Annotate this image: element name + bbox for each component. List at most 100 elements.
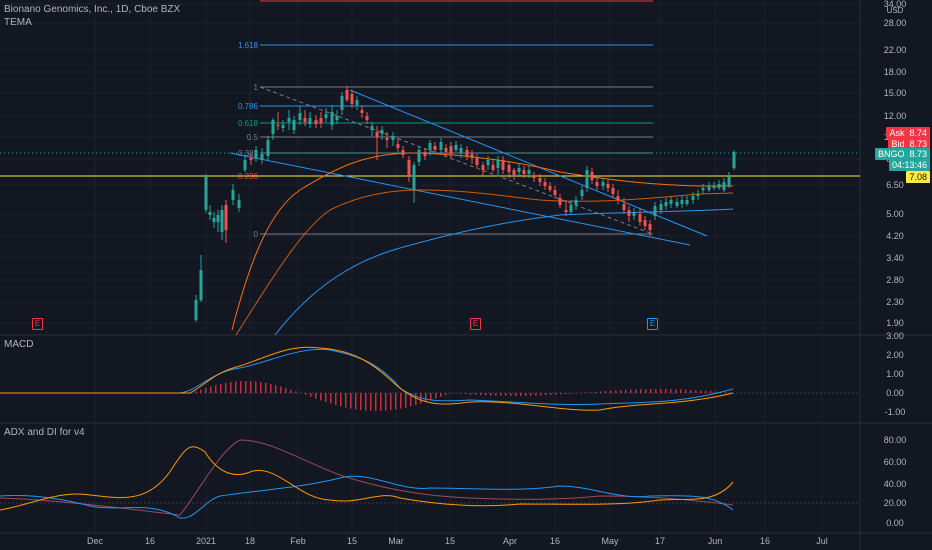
candle <box>517 164 521 176</box>
candle-body <box>350 94 354 104</box>
macd-histogram-bar <box>550 393 552 395</box>
ema-orange-line <box>231 152 733 331</box>
candle-body <box>355 100 359 105</box>
adx-tick-label: 0.00 <box>886 518 904 528</box>
candle <box>266 136 270 160</box>
price-tick-label: 4.20 <box>886 231 904 241</box>
candle <box>501 156 505 174</box>
macd-histogram-bar <box>445 393 447 395</box>
symbol-title[interactable]: Bionano Genomics, Inc., 1D, Cboe BZX <box>4 4 181 15</box>
candle <box>691 192 695 204</box>
macd-histogram-bar <box>480 393 482 395</box>
candle-body <box>271 120 275 134</box>
macd-histogram-bar <box>340 393 342 407</box>
macd-histogram-bar <box>245 381 247 393</box>
macd-pane[interactable] <box>0 346 860 411</box>
macd-histogram-bar <box>505 393 507 396</box>
bid-tag: Bid 8.73 <box>888 138 930 150</box>
candle-body <box>527 170 531 174</box>
macd-histogram-bar <box>725 392 727 393</box>
candlestick-series[interactable] <box>194 86 736 322</box>
candle-body <box>574 200 578 205</box>
candle-body <box>486 160 490 165</box>
macd-histogram-bar <box>685 389 687 393</box>
fib-level-label: 0.618 <box>238 119 259 128</box>
adx-pane[interactable] <box>0 439 860 519</box>
ask-tag: Ask 8.74 <box>886 127 930 139</box>
candle <box>330 105 334 130</box>
macd-histogram-bar <box>300 393 302 394</box>
earnings-event-icon[interactable]: E <box>647 318 658 330</box>
macd-histogram-bar <box>615 390 617 393</box>
candle <box>538 174 542 186</box>
candle <box>532 172 536 182</box>
candle-body <box>543 182 547 186</box>
candle-body <box>401 150 405 155</box>
candle-body <box>643 220 647 226</box>
candle <box>237 194 241 212</box>
macd-histogram-bar <box>195 391 197 393</box>
candle-body <box>632 212 636 216</box>
candle <box>558 194 562 208</box>
candle-body <box>627 210 631 216</box>
macd-histogram-bar <box>705 390 707 393</box>
macd-label[interactable]: MACD <box>4 339 34 350</box>
macd-histogram-bar <box>395 393 397 410</box>
earnings-event-icon[interactable]: E <box>470 318 481 330</box>
candle <box>712 182 716 190</box>
candle-body <box>194 300 198 320</box>
last-price-tag: BNGO 8.73 <box>874 148 930 160</box>
candle <box>486 156 490 170</box>
candle <box>522 166 526 178</box>
candle-body <box>616 196 620 200</box>
candle <box>385 132 389 148</box>
macd-histogram-bar <box>440 393 442 397</box>
candle-body <box>580 190 584 196</box>
macd-histogram-bar <box>650 389 652 393</box>
macd-histogram-bar <box>600 391 602 393</box>
candle-body <box>553 190 557 195</box>
macd-histogram-bar <box>670 389 672 393</box>
candle <box>527 166 531 178</box>
macd-histogram-bar <box>490 393 492 396</box>
macd-histogram-bar <box>450 393 452 394</box>
macd-histogram-bar <box>210 386 212 393</box>
macd-histogram-bar <box>475 393 477 395</box>
candle <box>606 180 610 192</box>
macd-histogram-bar <box>525 393 527 396</box>
candle <box>292 116 296 134</box>
earnings-event-icon[interactable]: E <box>32 318 43 330</box>
candle-body <box>391 136 395 140</box>
trend-lines[interactable] <box>229 86 708 246</box>
time-tick-label: 16 <box>760 536 770 546</box>
candle-body <box>199 270 203 300</box>
time-tick-label: Dec <box>87 536 104 546</box>
candle <box>664 198 668 210</box>
candle-body <box>669 200 673 204</box>
macd-histogram-bar <box>320 393 322 401</box>
candle <box>491 160 495 172</box>
candle <box>365 112 369 124</box>
candle <box>685 196 689 206</box>
candle <box>595 178 599 190</box>
price-tick-label: 18.00 <box>884 67 907 77</box>
hline-price-tag: 7.08 <box>906 171 930 183</box>
candle-body <box>444 148 448 152</box>
candle <box>543 178 547 190</box>
candle-body <box>548 186 552 190</box>
fib-level-label: 0.786 <box>238 102 259 111</box>
indicator-label[interactable]: TEMA <box>4 17 32 28</box>
macd-histogram-bar <box>360 393 362 411</box>
candle-body <box>340 96 344 110</box>
candle-body <box>254 150 258 158</box>
candle <box>380 126 384 140</box>
time-tick-label: Feb <box>290 536 306 546</box>
candle-body <box>370 126 374 130</box>
price-tick-label: 1.90 <box>886 318 904 328</box>
candle-body <box>212 218 216 222</box>
candle <box>260 148 264 164</box>
macd-histogram-bar <box>605 391 607 393</box>
adx-label[interactable]: ADX and DI for v4 <box>4 427 85 438</box>
